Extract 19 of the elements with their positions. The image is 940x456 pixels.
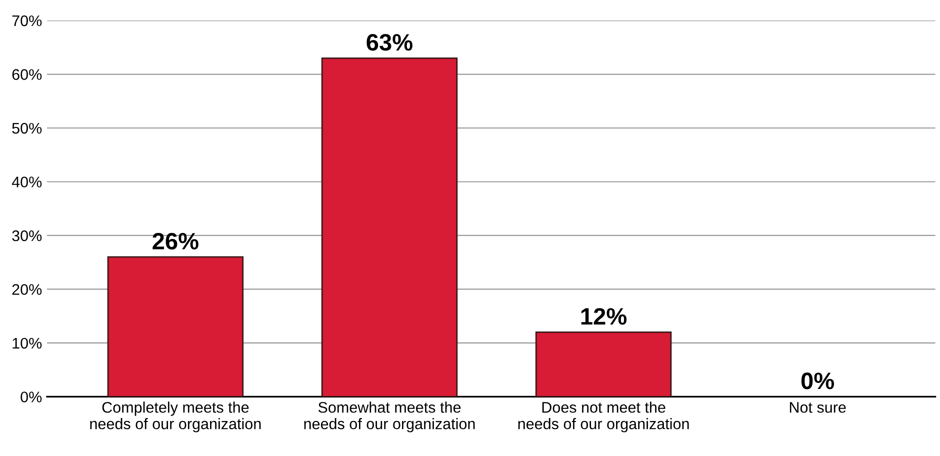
data-label: 63%: [366, 34, 412, 51]
x-tick-label: Not sure: [790, 402, 846, 413]
x-tick-label: Does not meet the needs of our organization: [518, 402, 689, 432]
y-tick-label: 10%: [12, 338, 42, 349]
bar: [107, 256, 244, 397]
y-tick-label: 0%: [20, 392, 42, 402]
bar: [535, 332, 672, 397]
y-tick-label: 60%: [12, 69, 42, 80]
x-tick-label: Completely meets the needs of our organization: [90, 402, 261, 432]
y-tick-label: 50%: [12, 122, 42, 134]
y-tick-label: 40%: [12, 176, 42, 188]
y-tick-label: 70%: [12, 15, 42, 26]
data-label: 26%: [152, 232, 198, 250]
y-tick-label: 30%: [12, 230, 42, 242]
y-tick-label: 20%: [12, 284, 42, 295]
data-label: 12%: [581, 308, 627, 325]
x-tick-label: Somewhat meets the needs of our organization: [304, 402, 475, 432]
data-label: 0%: [801, 372, 834, 390]
bar: [321, 57, 458, 397]
